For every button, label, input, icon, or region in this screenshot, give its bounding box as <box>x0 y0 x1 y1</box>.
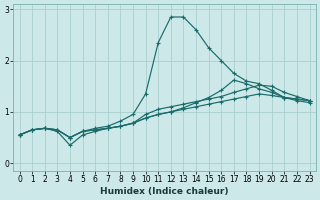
X-axis label: Humidex (Indice chaleur): Humidex (Indice chaleur) <box>100 187 229 196</box>
